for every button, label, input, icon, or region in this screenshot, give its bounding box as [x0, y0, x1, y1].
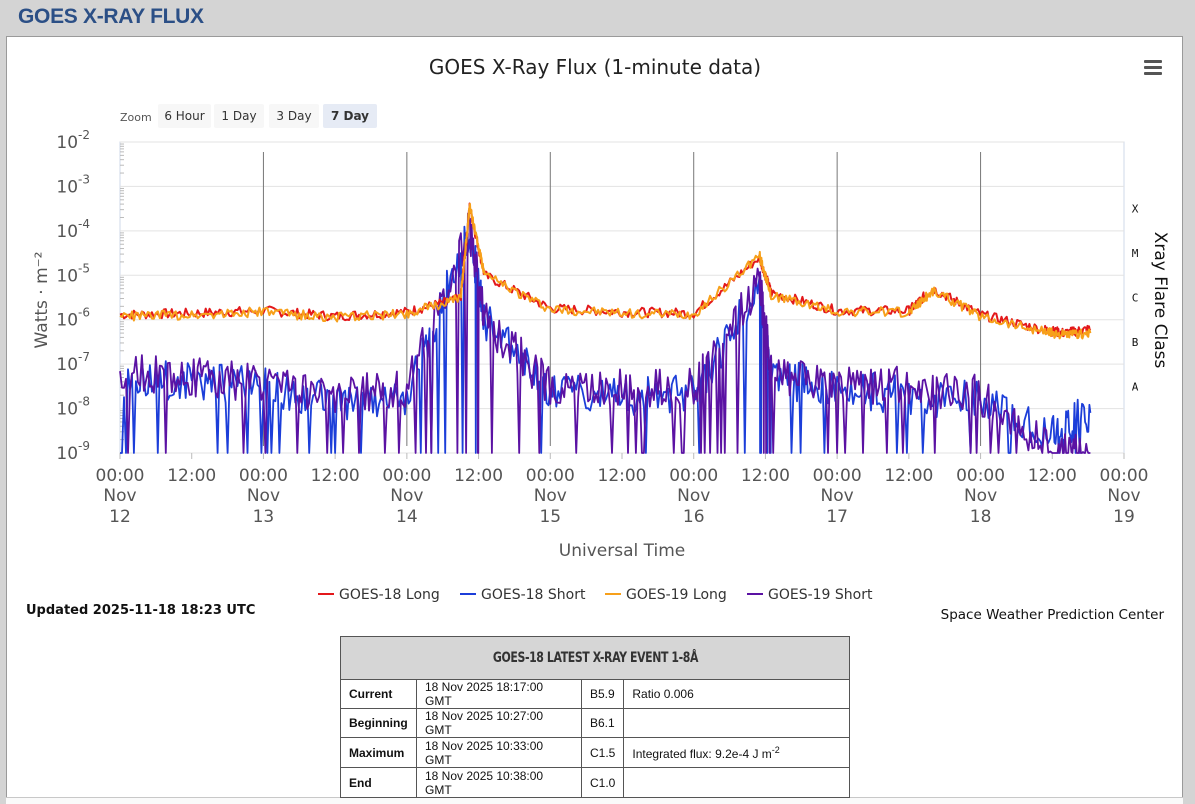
y-tick-label: 10-6: [56, 306, 90, 331]
legend-item-label[interactable]: GOES-18 Long: [339, 587, 440, 603]
flare-class-label: X: [1132, 203, 1139, 216]
row-note: [623, 708, 850, 738]
y-tick-label: 10-7: [56, 350, 90, 375]
row-time: 18 Nov 2025 18:17:00 GMT: [416, 679, 582, 709]
chart-title: GOES X-Ray Flux (1-minute data): [429, 55, 761, 79]
x-tick-time: 00:00: [239, 466, 288, 486]
zoom-button-3-day[interactable]: [269, 104, 319, 128]
row-time: 18 Nov 2025 10:27:00 GMT: [416, 708, 582, 738]
row-label: End: [340, 767, 417, 798]
page-title: GOES X-RAY FLUX: [18, 5, 204, 28]
xray-flux-chart: GOES X-Ray Flux (1-minute data) Zoom 6 Hou…: [32, 55, 1170, 603]
x-tick-day: 19: [1113, 507, 1135, 527]
zoom-button-label[interactable]: 6 Hour: [164, 109, 204, 123]
row-note: Integrated flux: 9.2e-4 J m-2: [623, 737, 850, 768]
x-axis-title: Universal Time: [559, 541, 685, 561]
x-tick-time: 00:00: [813, 466, 862, 486]
x-tick-month: Nov: [534, 486, 567, 506]
zoom-label: Zoom: [120, 111, 152, 124]
y-tick-label: 10-8: [56, 395, 90, 420]
panel-divider: [6, 797, 1183, 804]
table-row: End 18 Nov 2025 10:38:00 GMT C1.0: [340, 767, 850, 798]
flare-class-label: C: [1132, 292, 1139, 305]
row-class: C1.5: [580, 737, 625, 768]
row-class: B6.1: [580, 708, 625, 738]
x-tick-time: 00:00: [526, 466, 575, 486]
zoom-button-6-hour[interactable]: [158, 104, 211, 128]
x-tick-time: 00:00: [956, 466, 1005, 486]
x-tick-time: 12:00: [454, 466, 503, 486]
x-tick-month: Nov: [247, 486, 280, 506]
table-row: Beginning 18 Nov 2025 10:27:00 GMT B6.1: [340, 708, 850, 738]
x-tick-time: 12:00: [167, 466, 216, 486]
zoom-button-label[interactable]: 1 Day: [221, 109, 256, 123]
row-label: Maximum: [340, 737, 417, 768]
y2-axis-title: Xray Flare Class: [1150, 232, 1170, 369]
legend-item-label[interactable]: GOES-19 Short: [768, 587, 873, 603]
row-label: Current: [340, 679, 417, 709]
x-tick-day: 16: [683, 507, 705, 527]
flare-class-label: B: [1132, 336, 1139, 349]
x-tick-time: 00:00: [669, 466, 718, 486]
y-tick-label: 10-9: [56, 439, 90, 464]
chart-menu-icon[interactable]: [1144, 60, 1162, 78]
page-header: GOES X-RAY FLUX: [0, 0, 1195, 34]
row-class: B5.9: [580, 679, 625, 709]
x-tick-time: 12:00: [884, 466, 933, 486]
legend-item-label[interactable]: GOES-18 Short: [481, 587, 586, 603]
integrated-flux-text: Integrated flux: 9.2e-4 J m: [632, 746, 772, 761]
zoom-button-label[interactable]: 3 Day: [276, 109, 311, 123]
x-tick-day: 17: [826, 507, 848, 527]
updated-timestamp: Updated 2025-11-18 18:23 UTC: [26, 603, 256, 618]
x-tick-time: 00:00: [96, 466, 145, 486]
x-tick-time: 12:00: [741, 466, 790, 486]
integrated-flux-exponent: -2: [771, 744, 780, 755]
x-tick-day: 14: [396, 507, 418, 527]
x-tick-month: Nov: [964, 486, 997, 506]
series-line-goes-19-short: [119, 212, 1091, 454]
series-line-goes-18-long: [119, 202, 1092, 338]
table-row: Current 18 Nov 2025 18:17:00 GMT B5.9 Ra…: [340, 679, 850, 709]
latest-event-table: GOES-18 LATEST X-RAY EVENT 1-8Å Current …: [340, 636, 850, 798]
x-tick-month: Nov: [103, 486, 136, 506]
legend-item-label[interactable]: GOES-19 Long: [626, 587, 727, 603]
x-tick-time: 12:00: [311, 466, 360, 486]
row-class: C1.0: [580, 767, 625, 798]
y-tick-label: 10-2: [56, 128, 90, 153]
row-time: 18 Nov 2025 10:33:00 GMT: [416, 737, 582, 768]
table-row: Maximum 18 Nov 2025 10:33:00 GMT C1.5 In…: [340, 737, 850, 768]
event-table-title-text: GOES-18 LATEST X-RAY EVENT 1-8Å: [492, 650, 698, 666]
x-tick-time: 00:00: [382, 466, 431, 486]
flare-class-label: A: [1132, 380, 1139, 393]
row-time: 18 Nov 2025 10:38:00 GMT: [416, 767, 582, 798]
x-tick-day: 15: [539, 507, 561, 527]
x-tick-day: 13: [253, 507, 275, 527]
row-note: [623, 767, 850, 798]
x-tick-month: Nov: [1107, 486, 1140, 506]
y-tick-label: 10-3: [56, 172, 90, 197]
x-tick-month: Nov: [677, 486, 710, 506]
y-axis-title: Watts · m⁻²: [32, 252, 52, 349]
x-tick-time: 12:00: [598, 466, 647, 486]
x-tick-month: Nov: [390, 486, 423, 506]
flare-class-label: M: [1132, 247, 1139, 260]
series-line-goes-19-long: [119, 203, 1092, 340]
x-tick-time: 00:00: [1100, 466, 1149, 486]
x-tick-month: Nov: [821, 486, 854, 506]
x-tick-time: 12:00: [1028, 466, 1077, 486]
row-label: Beginning: [340, 708, 417, 738]
x-tick-day: 12: [109, 507, 131, 527]
zoom-button-1-day[interactable]: [214, 104, 264, 128]
y-tick-label: 10-4: [56, 217, 90, 242]
zoom-button-7-day[interactable]: [323, 104, 377, 128]
y-tick-label: 10-5: [56, 261, 90, 286]
row-note: Ratio 0.006: [623, 679, 850, 709]
x-tick-day: 18: [970, 507, 992, 527]
event-table-title: GOES-18 LATEST X-RAY EVENT 1-8Å: [340, 636, 850, 680]
credit-label: Space Weather Prediction Center: [940, 607, 1164, 623]
zoom-button-label[interactable]: 7 Day: [331, 109, 369, 123]
